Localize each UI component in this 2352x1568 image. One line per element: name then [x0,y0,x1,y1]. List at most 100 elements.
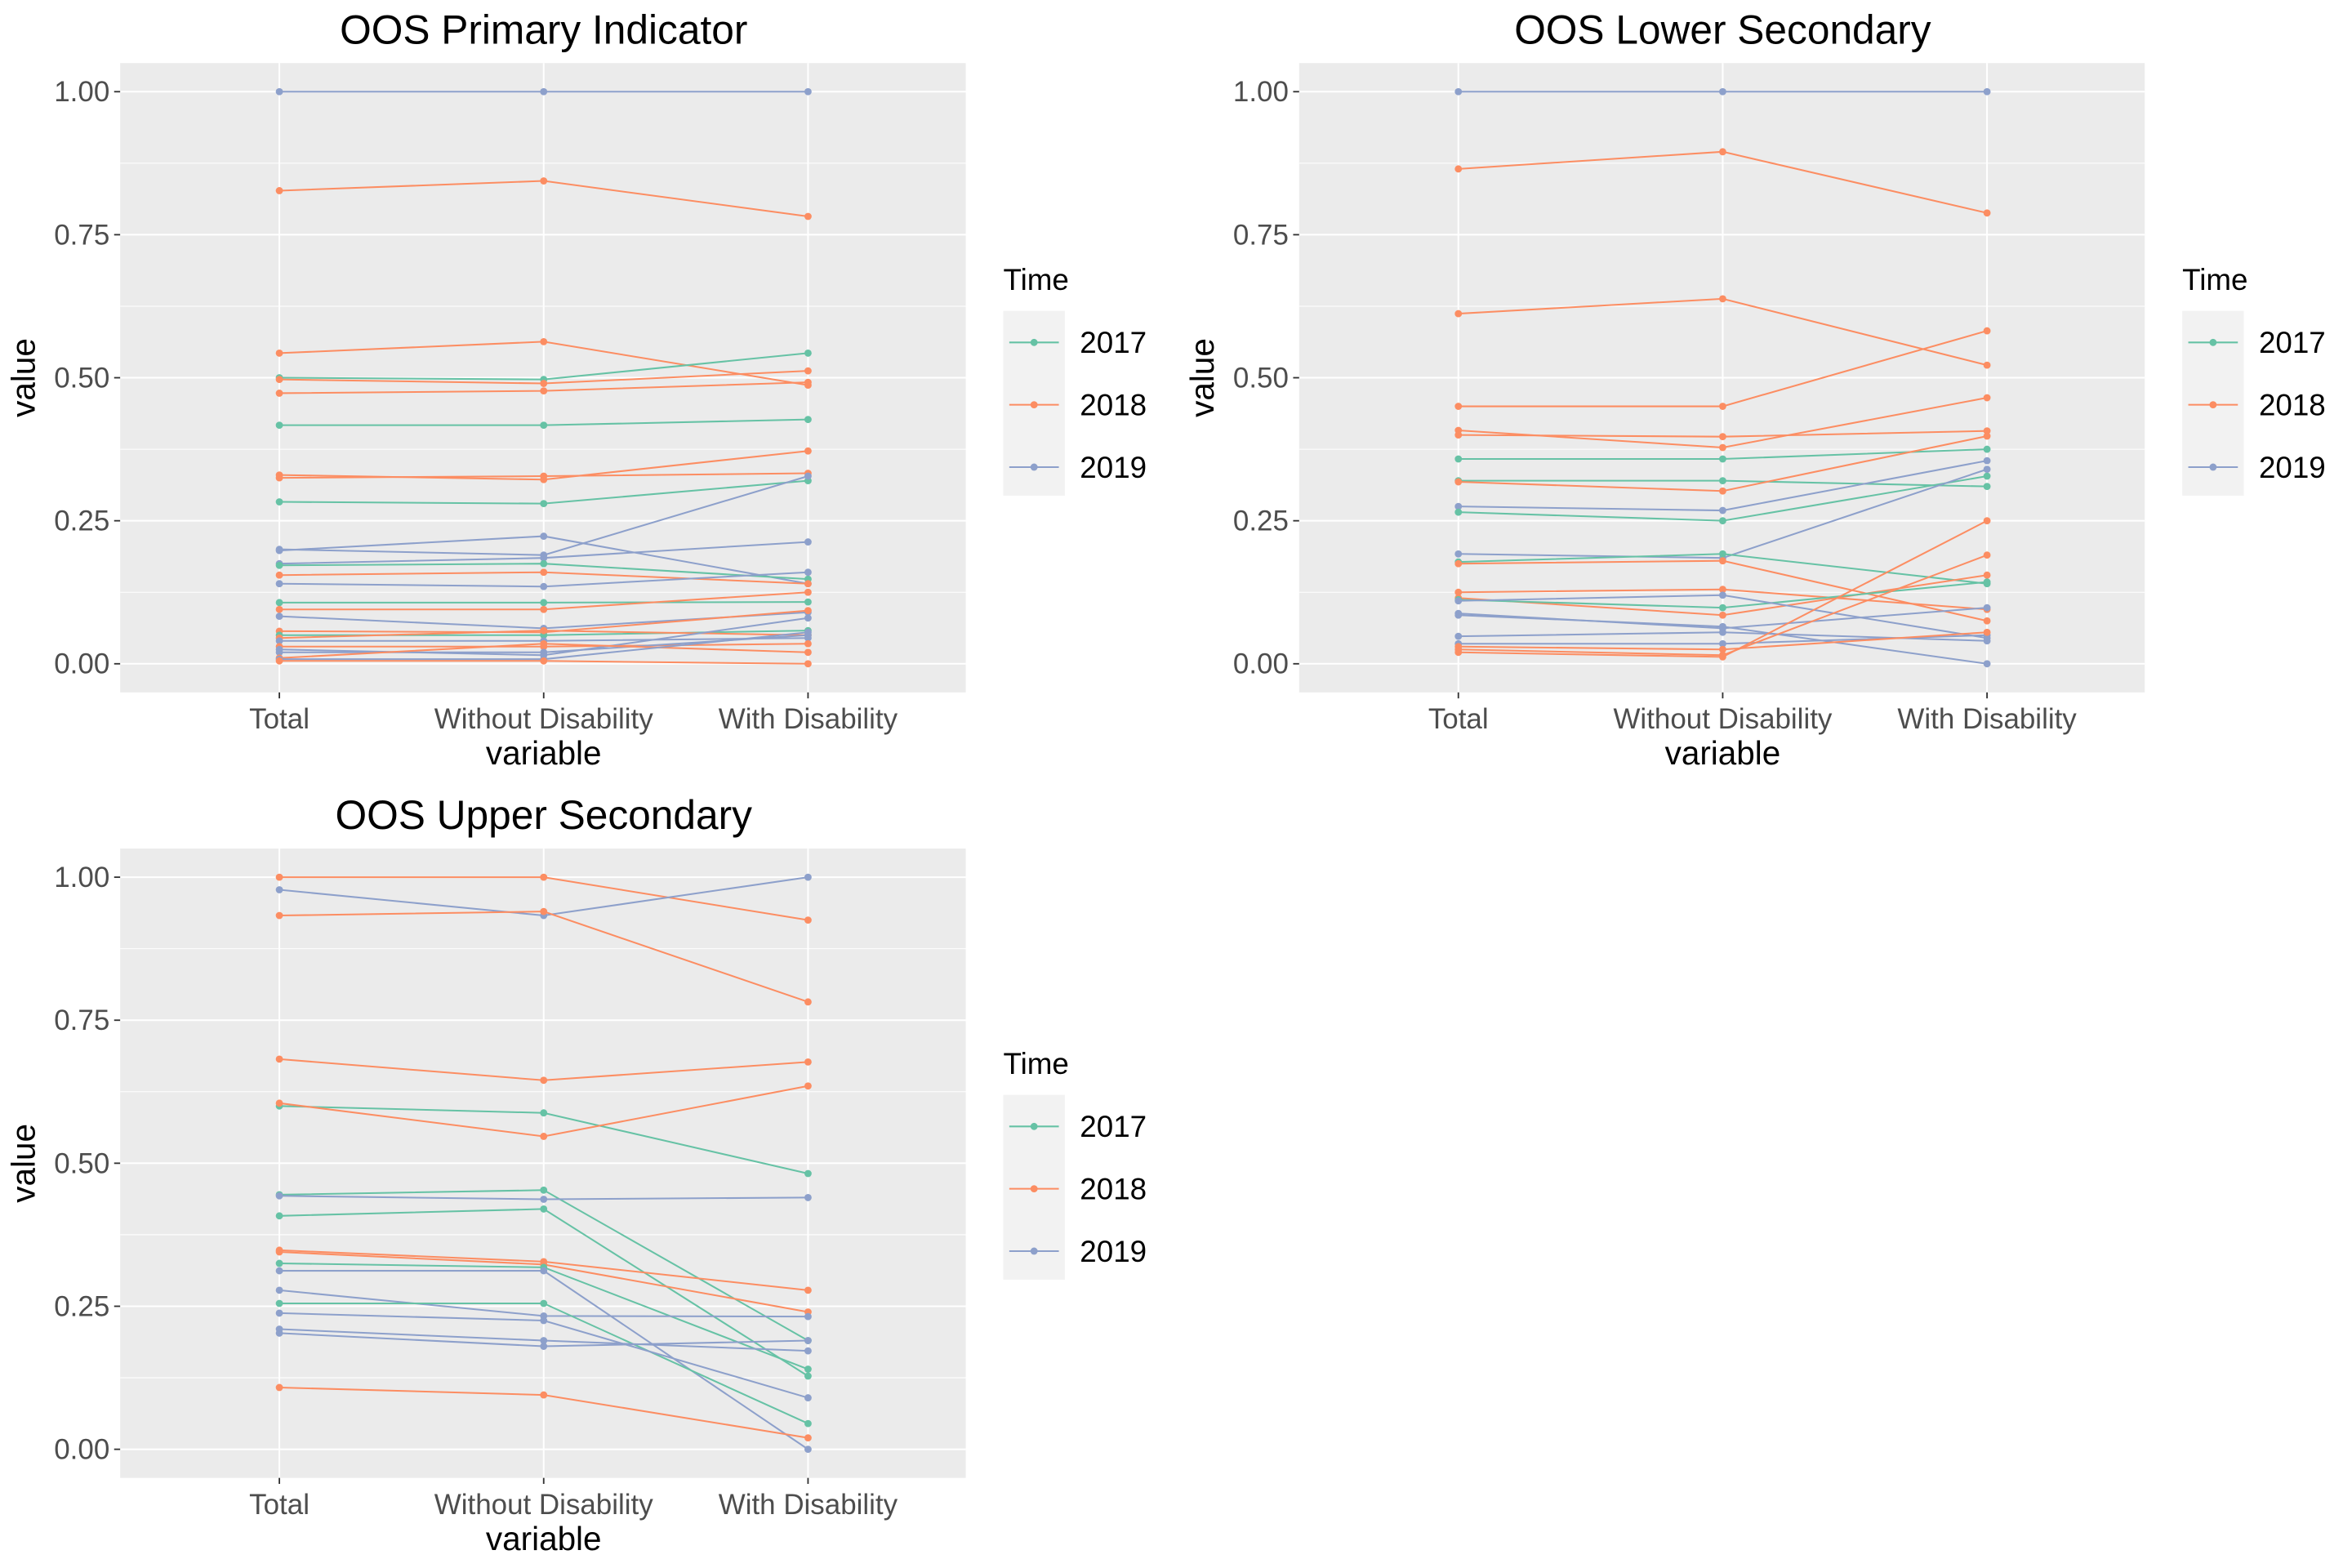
data-point [1983,361,1991,369]
x-tick-label: Total [249,1489,310,1521]
legend-title: Time [1004,1047,1069,1080]
y-tick-label: 1.00 [54,862,109,893]
y-axis-title: value [4,338,42,417]
data-point [804,1058,812,1066]
data-point [804,1419,812,1428]
data-point [804,1169,812,1178]
data-point [540,1076,548,1085]
data-point [804,1193,812,1201]
data-point [1719,455,1726,463]
data-point [804,87,812,96]
data-point [804,416,812,424]
x-axis-title: variable [1665,734,1781,772]
legend-key-point [1030,1185,1038,1193]
data-point [1454,478,1463,486]
data-point [275,1383,283,1392]
data-point [1454,508,1463,516]
data-point [1983,327,1991,335]
data-point [275,498,283,506]
data-point [275,1192,283,1200]
data-point [804,1337,812,1344]
data-point [275,561,283,569]
chart-panel: 0.00 0.25 0.50 0.75 1.00 Total Without Disabil… [1183,7,2326,772]
data-point [275,1267,283,1275]
chart-panel: 0.00 0.25 0.50 0.75 1.00 Total Without Disabil… [4,792,1147,1557]
data-point [275,580,283,588]
data-point [1454,550,1463,558]
data-point [275,390,283,397]
data-point [540,1267,548,1275]
data-point [804,607,812,615]
data-point [540,380,548,387]
data-point [804,1082,812,1090]
data-point [804,378,812,386]
data-point [1719,622,1726,630]
data-point [1983,432,1991,440]
y-tick-label: 0.00 [1233,648,1289,680]
data-point [804,568,812,577]
data-point [540,500,548,508]
x-tick-label: Without Disability [434,703,653,735]
data-point [1454,403,1463,410]
x-tick-label: Without Disability [1613,703,1832,735]
data-point [1983,617,1991,625]
data-point [804,916,812,924]
data-point [804,614,812,622]
y-tick-label: 1.00 [54,76,109,108]
legend-label: 2017 [1080,1110,1147,1143]
x-tick-label: Total [1428,703,1489,735]
data-point [1719,87,1726,96]
data-point [1983,637,1991,645]
data-point [1983,551,1991,559]
y-tick-label: 0.75 [54,1004,109,1036]
data-point [275,1286,283,1294]
y-axis-title: value [1183,338,1221,417]
data-point [540,559,548,568]
data-point [804,367,812,375]
data-point [540,626,548,635]
data-point [275,1248,283,1256]
data-point [804,1446,812,1454]
y-tick-label: 0.25 [54,1290,109,1322]
y-tick-label: 0.50 [54,1147,109,1179]
data-point [275,1212,283,1220]
data-point [540,907,548,915]
data-point [275,87,283,96]
data-point [1983,445,1991,453]
data-point [1719,639,1726,648]
data-point [275,546,283,555]
legend-label: 2019 [1080,1235,1147,1268]
data-point [540,421,548,430]
data-point [1719,645,1726,653]
data-point [804,628,812,636]
y-tick-label: 0.00 [54,1434,109,1466]
legend-key-point [1030,1247,1038,1255]
data-point [540,873,548,881]
chart-title: OOS Primary Indicator [340,7,747,52]
data-point [1719,517,1726,525]
data-point [1454,559,1463,568]
data-point [275,349,283,357]
legend-key-point [2209,338,2217,346]
data-point [540,387,548,395]
data-point [1983,87,1991,96]
legend-label: 2018 [1080,1173,1147,1206]
data-point [540,568,548,577]
data-point [1719,628,1726,636]
data-point [540,1299,548,1307]
y-tick-label: 0.25 [54,506,109,537]
legend-key-point [2209,401,2217,409]
y-tick-label: 0.50 [54,362,109,394]
data-point [540,599,548,607]
data-point [1983,457,1991,465]
data-point [1454,87,1463,96]
legend-label: 2017 [2259,326,2326,359]
data-point [1454,165,1463,173]
data-point [275,873,283,881]
legend-title: Time [1004,263,1069,296]
data-point [275,605,283,613]
data-point [540,1343,548,1350]
y-tick-label: 1.00 [1233,76,1289,108]
data-point [275,637,283,645]
data-point [1454,588,1463,596]
